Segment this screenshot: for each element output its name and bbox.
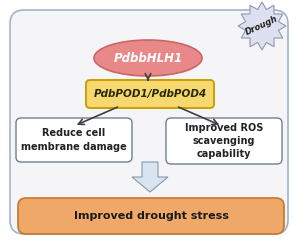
- FancyBboxPatch shape: [16, 118, 132, 162]
- Text: Improved ROS
scavenging
capability: Improved ROS scavenging capability: [185, 123, 263, 159]
- Ellipse shape: [94, 40, 202, 76]
- Text: Improved drought stress: Improved drought stress: [73, 211, 228, 221]
- Text: PdbbHLH1: PdbbHLH1: [113, 51, 183, 64]
- FancyBboxPatch shape: [86, 80, 214, 108]
- Polygon shape: [132, 162, 168, 192]
- Text: Drough: Drough: [244, 15, 280, 37]
- FancyBboxPatch shape: [166, 118, 282, 164]
- Text: PdbPOD1/PdbPOD4: PdbPOD1/PdbPOD4: [93, 89, 206, 99]
- Polygon shape: [238, 2, 286, 50]
- Text: Reduce cell
membrane damage: Reduce cell membrane damage: [21, 128, 127, 152]
- FancyBboxPatch shape: [18, 198, 284, 234]
- FancyBboxPatch shape: [10, 10, 288, 234]
